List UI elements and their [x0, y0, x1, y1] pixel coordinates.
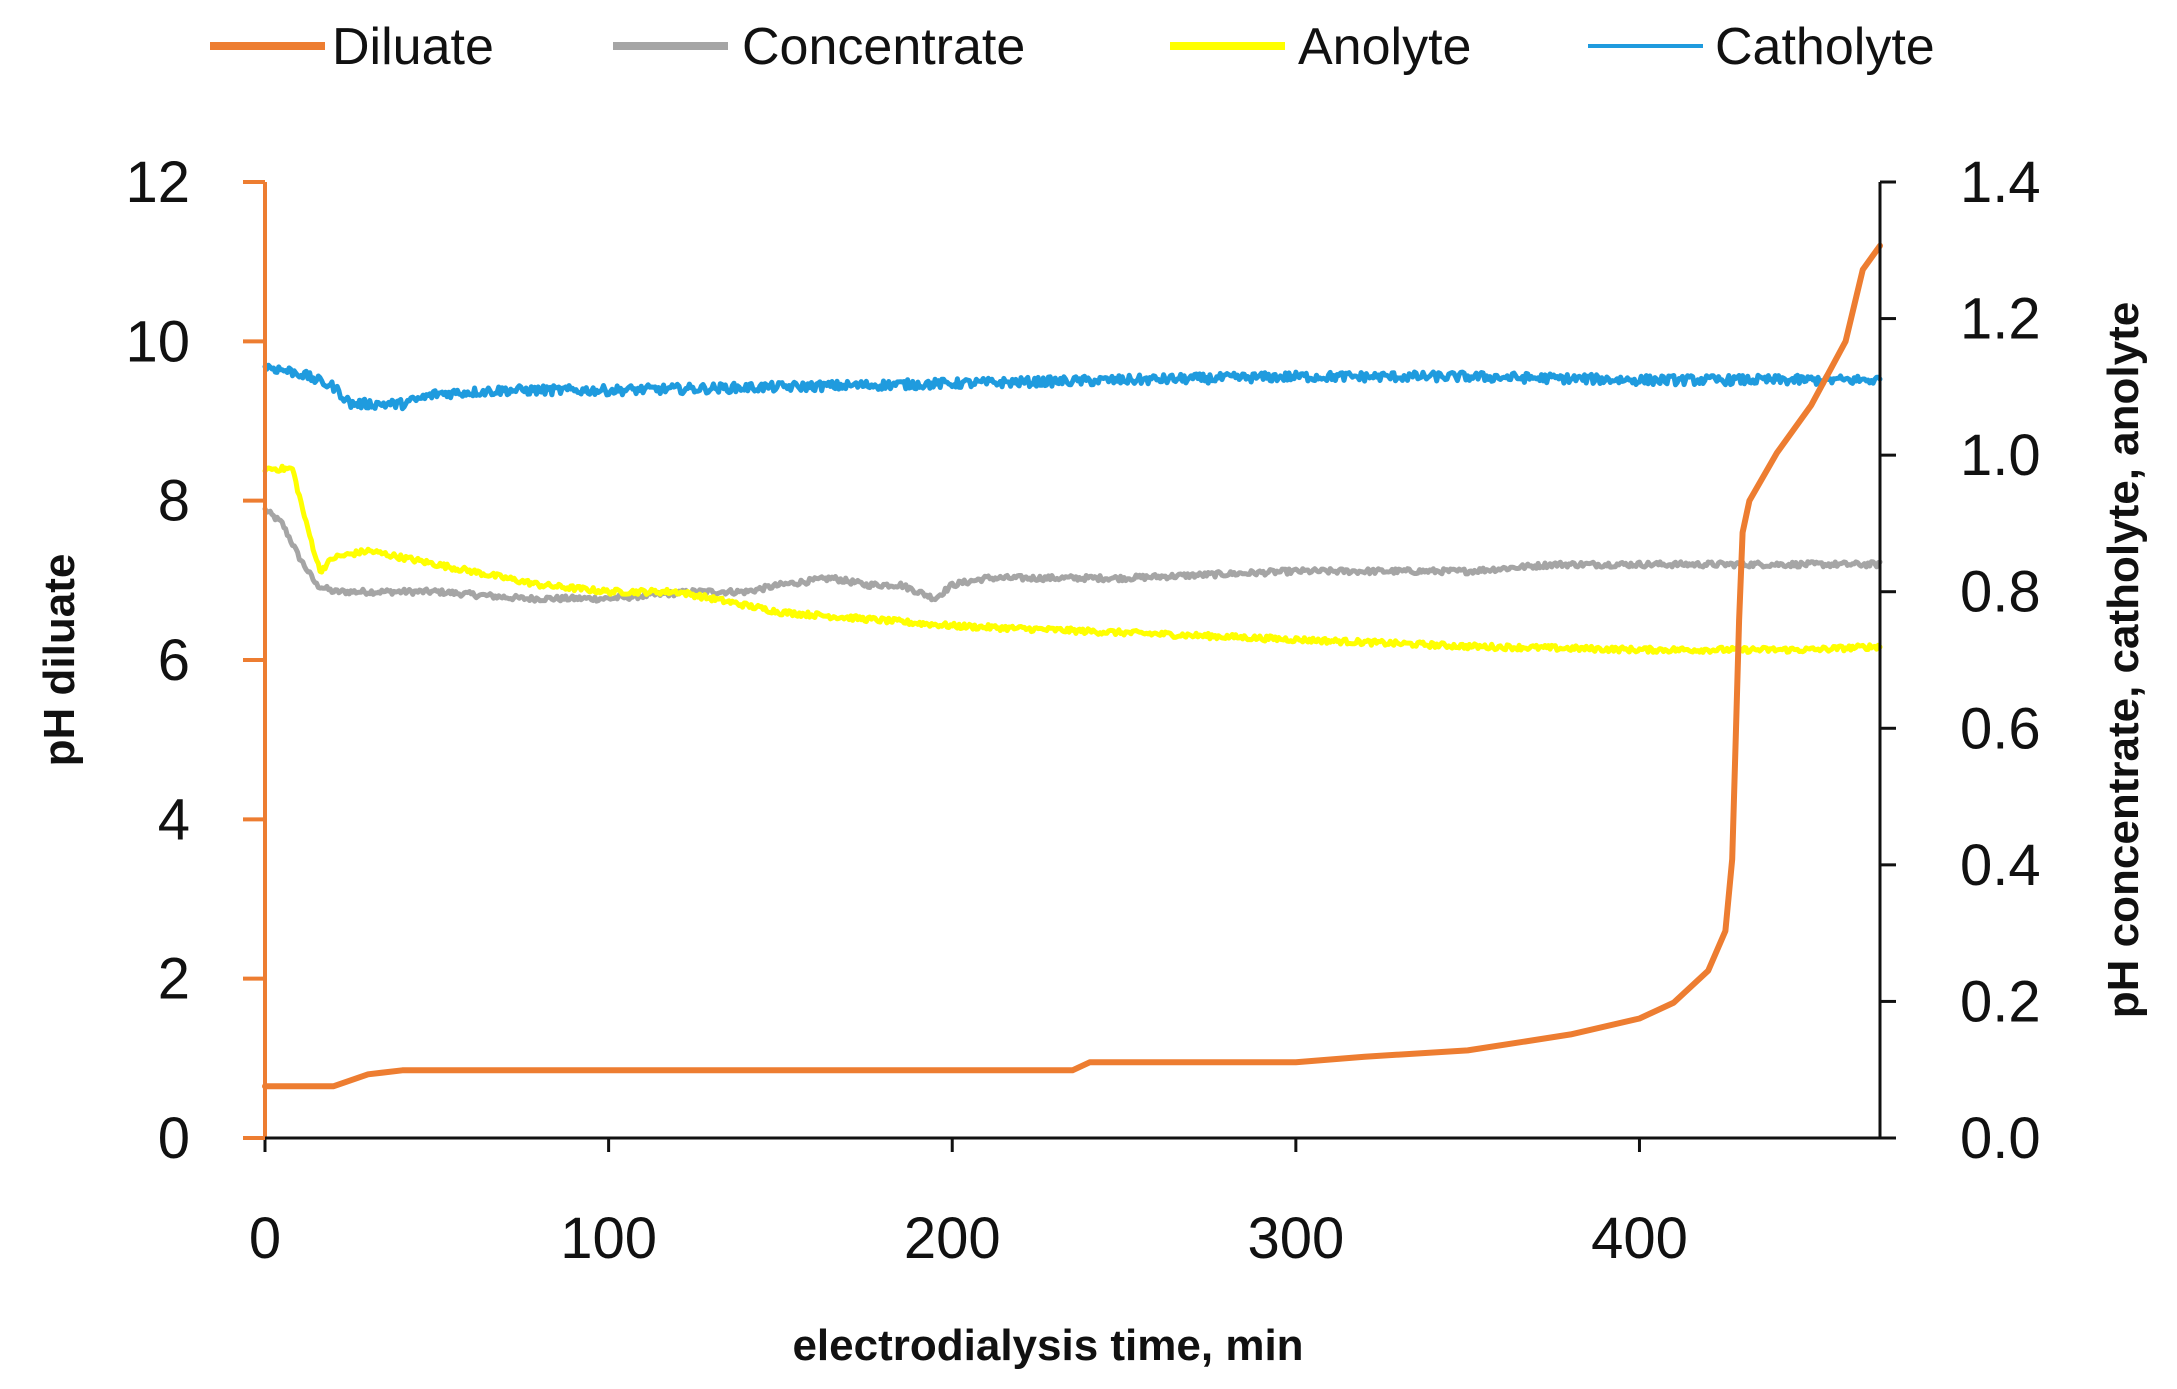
legend-label-concentrate: Concentrate: [742, 18, 1025, 76]
series-layer: [262, 242, 1883, 1090]
y-right-tick-label: 0.4: [1960, 833, 2041, 898]
x-axis-title: electrodialysis time, min: [792, 1321, 1303, 1370]
y-right-tick-label: 1.4: [1960, 150, 2041, 215]
legend-label-catholyte: Catholyte: [1715, 18, 1935, 76]
legend: Diluate Concentrate Anolyte Catholyte: [210, 18, 1935, 76]
y-left-axis-title: pH diluate: [35, 554, 84, 767]
y-left-tick-label: 0: [158, 1106, 190, 1171]
axes-layer: 0 100 200 300 400 0 2 4 6 8 10 12 0.0 0.2 0.4 0.6 0.8 1.0…: [125, 150, 2040, 1271]
y-right-axis-title: pH concentrate, catholyte, anolyte: [2099, 302, 2148, 1018]
x-tick-label: 300: [1247, 1206, 1344, 1271]
y-right-tick-label: 1.2: [1960, 287, 2041, 352]
y-right-tick-label: 0.0: [1960, 1106, 2041, 1171]
y-left-tick-label: 12: [125, 150, 190, 215]
x-tick-label: 400: [1591, 1206, 1688, 1271]
y-right-tick-label: 0.6: [1960, 696, 2041, 761]
y-right-tick-label: 0.8: [1960, 560, 2041, 625]
x-tick-label: 200: [904, 1206, 1001, 1271]
y-right-tick-label: 1.0: [1960, 423, 2041, 488]
y-left-tick-label: 6: [158, 628, 190, 693]
y-left-tick-label: 8: [158, 469, 190, 534]
series-line-anolyte: [262, 463, 1883, 655]
y-left-tick-label: 2: [158, 947, 190, 1012]
y-left-tick-label: 4: [158, 787, 190, 852]
legend-label-anolyte: Anolyte: [1298, 18, 1471, 76]
y-left-tick-label: 10: [125, 309, 190, 374]
series-line-catholyte: [262, 362, 1883, 412]
x-tick-label: 0: [249, 1206, 281, 1271]
legend-label-diluate: Diluate: [332, 18, 494, 76]
y-right-tick-label: 0.2: [1960, 969, 2041, 1034]
x-tick-label: 100: [560, 1206, 657, 1271]
series-line-concentrate: [262, 506, 1883, 604]
series-line-diluate: [262, 242, 1883, 1090]
